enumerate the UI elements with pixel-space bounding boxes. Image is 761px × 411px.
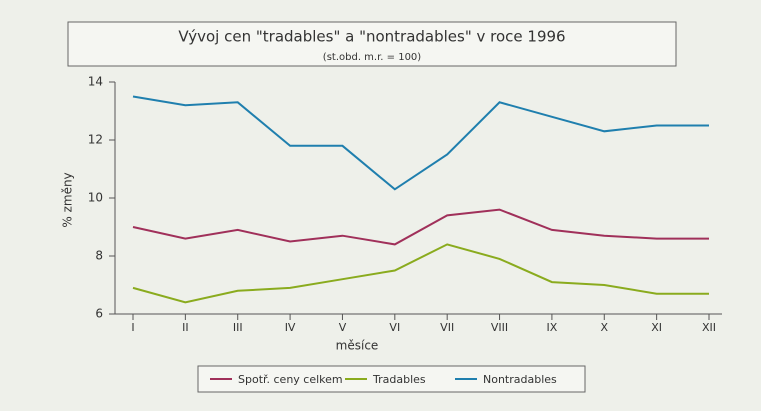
legend-label: Nontradables [483, 373, 557, 386]
x-tick-label: IX [547, 321, 558, 334]
y-tick-label: 12 [88, 133, 103, 147]
chart-subtitle: (st.obd. m.r. = 100) [323, 52, 421, 63]
x-tick-label: V [339, 321, 347, 334]
x-tick-label: III [233, 321, 243, 334]
legend-box [197, 365, 586, 393]
x-tick-label: IV [285, 321, 296, 334]
y-tick-label: 10 [88, 191, 103, 205]
x-axis-label: měsíce [336, 339, 379, 353]
x-tick-label: XII [702, 321, 716, 334]
title-box [67, 21, 677, 67]
y-axis-label: % změny [61, 172, 75, 227]
x-tick-label: VIII [491, 321, 508, 334]
x-tick-label: II [182, 321, 189, 334]
x-tick-label: I [131, 321, 134, 334]
y-tick-label: 14 [88, 75, 103, 89]
y-tick-label: 8 [95, 249, 103, 263]
series-line [132, 95, 709, 191]
legend-label: Tradables [372, 373, 426, 386]
series-line [132, 208, 709, 246]
x-tick-label: X [600, 321, 608, 334]
chart-title: Vývoj cen "tradables" a "nontradables" v… [178, 28, 565, 46]
x-tick-label: XI [651, 321, 662, 334]
y-tick-label: 6 [95, 307, 103, 321]
x-tick-label: VI [389, 321, 400, 334]
legend-label: Spotř. ceny celkem [238, 373, 343, 386]
series-line [132, 243, 709, 304]
x-tick-label: VII [440, 321, 454, 334]
